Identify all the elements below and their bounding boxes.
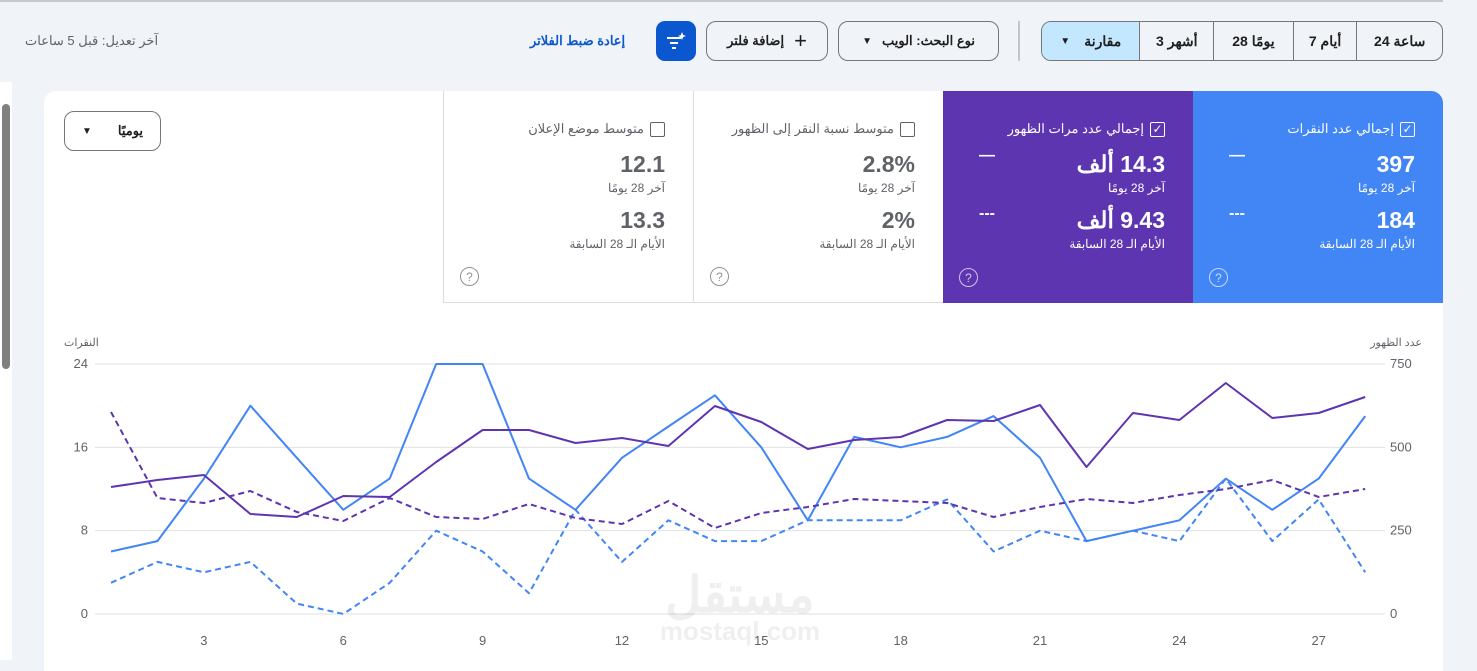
solid-line-legend-icon: — [979, 147, 995, 164]
x-tick-label: 21 [1033, 633, 1047, 648]
metric-current-value: 14.3 ألف [1076, 151, 1165, 177]
range-3m[interactable]: 3 أشهر [1139, 22, 1213, 60]
scrollbar-thumb[interactable] [2, 104, 10, 369]
metric-card-clicks[interactable]: ✓ إجمالي عدد النقرات 397 آخر 28 يومًا 184… [1193, 91, 1443, 303]
x-tick-label: 3 [200, 633, 207, 648]
solid-line-legend-icon: — [1229, 147, 1245, 164]
metric-previous-value: 184 [1376, 207, 1415, 233]
metric-current-value: 397 [1376, 151, 1415, 177]
compare-dropdown[interactable]: مقارنة ▼ [1042, 22, 1140, 60]
right-tick-label: 250 [1390, 523, 1412, 538]
checkbox-checked[interactable]: ✓ [1400, 121, 1415, 137]
compare-label: مقارنة [1084, 32, 1122, 49]
metric-previous-period: الأيام الـ 28 السابقة [569, 237, 665, 251]
metric-label: إجمالي عدد مرات الظهور [1007, 121, 1144, 136]
left-axis-label: النقرات [64, 337, 99, 349]
series-line-impressions-previous [110, 411, 1366, 529]
left-tick-label: 16 [74, 439, 88, 454]
granularity-label: يوميًا [117, 123, 144, 138]
metric-label: متوسط موضع الإعلان [528, 121, 644, 136]
dashed-line-legend-icon: --- [1229, 205, 1245, 222]
metric-previous-period: الأيام الـ 28 السابقة [1069, 237, 1165, 251]
add-filter-button[interactable]: + إضافة فلتر [706, 21, 828, 61]
checkbox-unchecked[interactable] [900, 121, 915, 137]
range-28d[interactable]: 28 يومًا [1213, 22, 1293, 60]
watermark: مستقل [665, 567, 815, 623]
metric-previous-value: 13.3 [620, 207, 665, 233]
last-updated: آخر تعديل: قبل 5 ساعات [25, 33, 159, 48]
left-tick-label: 24 [74, 356, 88, 371]
filter-button[interactable] [656, 21, 696, 61]
x-tick-label: 18 [893, 633, 907, 648]
metric-card-position[interactable]: متوسط موضع الإعلان 12.1 آخر 28 يومًا 13.… [443, 91, 693, 303]
metric-card-ctr[interactable]: متوسط نسبة النقر إلى الظهور 2.8% آخر 28 … [693, 91, 943, 303]
search-type-dropdown[interactable]: نوع البحث: الويب ▼ [838, 21, 999, 61]
series-line-clicks-previous [110, 477, 1367, 615]
x-tick-label: 27 [1311, 633, 1325, 648]
range-24h[interactable]: 24 ساعة [1356, 22, 1442, 60]
plus-icon: + [794, 28, 807, 53]
right-tick-label: 750 [1390, 356, 1412, 371]
x-tick-label: 6 [340, 633, 347, 648]
dropdown-arrow-icon: ▼ [862, 35, 872, 47]
series-line-impressions-current [110, 382, 1366, 518]
metric-current-period: آخر 28 يومًا [1107, 181, 1165, 195]
metric-label: متوسط نسبة النقر إلى الظهور [731, 121, 894, 136]
search-type-label: نوع البحث: الويب [881, 33, 975, 48]
help-icon[interactable]: ? [959, 268, 978, 287]
add-filter-label: إضافة فلتر [727, 33, 785, 48]
metric-previous-period: الأيام الـ 28 السابقة [1319, 237, 1415, 251]
left-tick-label: 8 [81, 523, 88, 538]
metric-previous-value: 9.43 ألف [1076, 207, 1165, 233]
dropdown-arrow-icon: ▼ [81, 125, 92, 137]
metric-label: إجمالي عدد النقرات [1287, 121, 1394, 136]
filter-sparkle-icon [667, 32, 686, 49]
metric-card-impressions[interactable]: ✓ إجمالي عدد مرات الظهور 14.3 ألف آخر 28 … [943, 91, 1193, 303]
left-tick-label: 0 [81, 606, 88, 621]
toolbar-divider [1018, 21, 1020, 61]
metric-previous-value: 2% [881, 207, 915, 233]
help-icon[interactable]: ? [1209, 268, 1228, 287]
checkbox-checked[interactable]: ✓ [1150, 121, 1165, 137]
x-tick-label: 9 [479, 633, 486, 648]
x-tick-label: 24 [1172, 633, 1186, 648]
metric-current-period: آخر 28 يومًا [857, 181, 915, 195]
x-tick-label: 12 [615, 633, 629, 648]
metric-previous-period: الأيام الـ 28 السابقة [819, 237, 915, 251]
metric-current-period: آخر 28 يومًا [1357, 181, 1415, 195]
date-range-selector[interactable]: 24 ساعة 7 أيام 28 يومًا 3 أشهر مقارنة ▼ [1041, 21, 1443, 61]
dropdown-arrow-icon: ▼ [1060, 35, 1071, 47]
dashed-line-legend-icon: --- [979, 205, 995, 222]
x-tick-label: 15 [754, 633, 768, 648]
top-divider [0, 0, 1443, 2]
metric-current-value: 12.1 [620, 151, 665, 177]
metric-current-value: 2.8% [862, 151, 915, 177]
granularity-dropdown[interactable]: يوميًا ▼ [64, 111, 161, 151]
right-tick-label: 500 [1390, 439, 1412, 454]
watermark-url: mostaql.com [660, 616, 820, 646]
help-icon[interactable]: ? [710, 267, 729, 286]
range-7d[interactable]: 7 أيام [1292, 22, 1357, 60]
right-tick-label: 0 [1390, 606, 1397, 621]
checkbox-unchecked[interactable] [650, 121, 665, 137]
right-axis-label: عدد الظهور [1369, 337, 1422, 349]
scrollbar[interactable] [0, 82, 12, 660]
reset-filters-link[interactable]: إعادة ضبط الفلاتر [530, 33, 626, 48]
metric-current-period: آخر 28 يومًا [607, 181, 665, 195]
series-line-clicks-current [110, 363, 1367, 553]
help-icon[interactable]: ? [460, 267, 479, 286]
